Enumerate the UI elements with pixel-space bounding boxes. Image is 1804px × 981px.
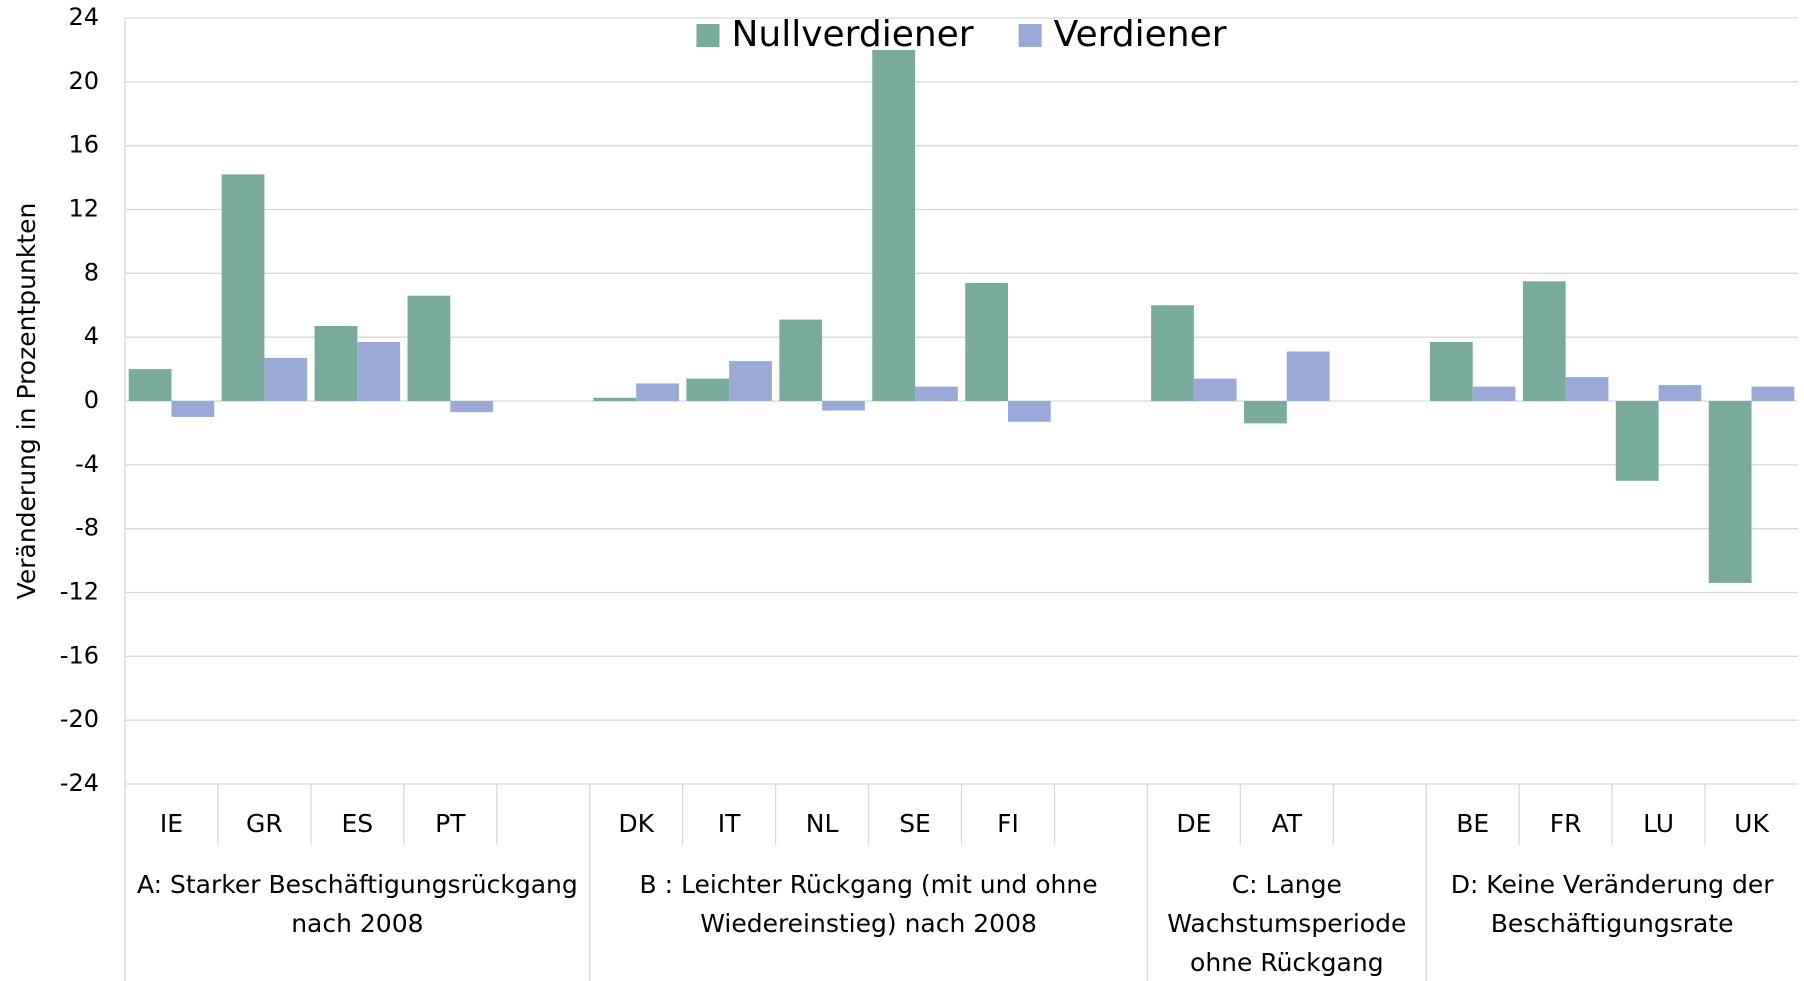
x-tick-label: FR: [1550, 809, 1582, 838]
bar: [1615, 401, 1659, 481]
x-tick-label: ES: [342, 809, 374, 838]
y-tick-label: 4: [84, 322, 99, 350]
y-tick-label: 16: [68, 131, 99, 159]
group-label: nach 2008: [291, 909, 423, 938]
bar: [314, 325, 358, 401]
group-label: A: Starker Beschäftigungsrückgang: [137, 870, 578, 899]
bar: [264, 357, 308, 401]
y-tick-label: -12: [60, 578, 99, 606]
group-label: Beschäftigungsrate: [1491, 909, 1734, 938]
bar: [1429, 341, 1473, 401]
legend: Nullverdiener Verdiener: [696, 14, 1227, 55]
legend-label: Nullverdiener: [731, 14, 973, 55]
bar: [1151, 305, 1194, 401]
legend-label: Verdiener: [1054, 14, 1227, 55]
bar: [686, 378, 730, 401]
bar: [1244, 401, 1287, 424]
bar: [965, 282, 1008, 401]
bar: [407, 295, 451, 401]
y-axis-label: Veränderung in Prozentpunkten: [12, 203, 41, 600]
group-label: Wachstumsperiode: [1167, 909, 1406, 938]
y-tick-label: 8: [84, 258, 99, 286]
bar: [915, 386, 958, 401]
y-tick-label: 20: [68, 67, 99, 95]
group-label: Wiedereinstieg) nach 2008: [700, 909, 1037, 938]
y-tick-label: -4: [75, 450, 99, 478]
x-tick-label: BE: [1456, 809, 1489, 838]
group-label: D: Keine Veränderung der: [1451, 870, 1775, 899]
bar: [1751, 386, 1795, 401]
x-tick-label: DE: [1176, 809, 1211, 838]
bar: [171, 401, 215, 417]
bar: [1658, 385, 1702, 401]
bar: [450, 401, 494, 413]
y-tick-label: -20: [60, 705, 99, 733]
bar: [1007, 401, 1051, 422]
legend-swatch: [696, 24, 720, 47]
bar: [872, 49, 916, 402]
y-tick-label: 0: [84, 386, 99, 414]
y-tick-label: 24: [68, 3, 99, 31]
x-tick-label: LU: [1643, 809, 1674, 838]
x-tick-label: SE: [899, 809, 931, 838]
x-tick-label: DK: [618, 809, 654, 838]
bar: [128, 369, 172, 401]
y-tick-label: -16: [60, 641, 99, 669]
bar: [593, 397, 637, 401]
group-label: B : Leichter Rückgang (mit und ohne: [639, 870, 1097, 899]
x-tick-label: PT: [435, 809, 466, 838]
y-tick-label: -8: [75, 514, 99, 542]
group-label: C: Lange: [1232, 870, 1342, 899]
bar: [636, 383, 679, 401]
bar: [729, 361, 772, 401]
bar: [1472, 386, 1516, 401]
bar: [1708, 401, 1752, 583]
bar: [1522, 281, 1566, 401]
y-tick-label: -24: [60, 769, 99, 797]
x-tick-label: AT: [1272, 809, 1303, 838]
x-tick-label: IT: [718, 809, 741, 838]
bar: [779, 319, 823, 401]
x-tick-label: IE: [160, 809, 183, 838]
bar: [357, 341, 401, 401]
bar: [1286, 351, 1330, 401]
y-tick-label: 12: [68, 195, 99, 223]
x-tick-label: UK: [1734, 809, 1769, 838]
legend-swatch: [1018, 24, 1042, 47]
x-tick-label: NL: [806, 809, 839, 838]
x-tick-label: FI: [997, 809, 1019, 838]
x-tick-label: GR: [246, 809, 283, 838]
bar: [221, 174, 265, 401]
bar: [1565, 377, 1609, 401]
bar: [822, 401, 865, 411]
group-label: ohne Rückgang: [1190, 948, 1384, 977]
bar: [1193, 378, 1237, 401]
